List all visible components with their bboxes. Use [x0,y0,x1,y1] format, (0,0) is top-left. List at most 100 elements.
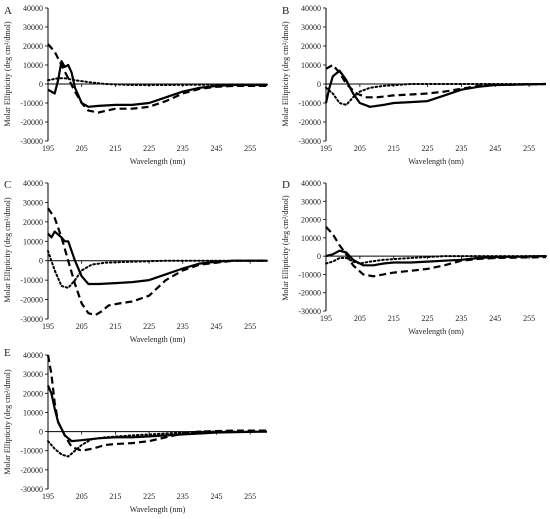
y-tick-label: 0 [39,257,43,266]
y-tick-label: 40000 [301,4,321,13]
x-tick-label: 215 [109,492,121,501]
x-tick-label: 215 [109,322,121,331]
y-tick-label: -20000 [298,118,321,127]
y-tick-label: 0 [317,252,321,261]
y-tick-label: -10000 [20,447,43,456]
series-line-solid [47,60,267,108]
y-tick-label: -20000 [20,296,43,305]
x-tick-label: 195 [42,322,54,331]
x-tick-label: 215 [109,144,121,153]
x-tick-label: 235 [455,314,467,323]
x-tick-label: 205 [354,314,366,323]
y-tick-label: -20000 [298,289,321,298]
y-tick-label: 0 [317,80,321,89]
y-tick-label: -30000 [20,485,43,494]
y-tick-label: 20000 [23,389,43,398]
y-tick-label: 30000 [23,370,43,379]
y-axis-title: Molar Ellipticity (deg cm²/dmol) [281,195,290,301]
x-tick-label: 235 [177,322,189,331]
y-tick-label: -30000 [298,307,321,316]
x-tick-label: 235 [455,144,467,153]
series-line-dotted [47,250,268,289]
x-tick-label: 195 [320,144,332,153]
x-tick-label: 245 [489,144,501,153]
y-tick-label: 20000 [23,42,43,51]
x-tick-label: 225 [143,492,155,501]
y-tick-label: 40000 [301,179,321,188]
y-tick-label: -10000 [20,99,43,108]
series-line-dashed [325,226,547,278]
y-tick-label: 10000 [23,61,43,70]
series-line-dotted [47,77,268,86]
chart-panel-d: D 40000 30000 20000 10000 0 -10000 -20000 -30000… [281,179,547,336]
x-tick-label: 255 [244,144,256,153]
x-tick-label: 205 [76,322,88,331]
x-axis-title: Wavelength (nm) [408,327,464,336]
x-tick-label: 255 [523,314,535,323]
y-tick-label: 40000 [23,179,43,188]
series-line-dotted [47,430,268,458]
x-tick-label: 205 [76,144,88,153]
y-tick-label: 30000 [301,197,321,206]
x-tick-label: 245 [210,144,222,153]
x-tick-label: 225 [422,144,434,153]
series-line-dotted [325,255,547,265]
series-line-dashed [47,207,267,317]
y-tick-label: -10000 [298,270,321,279]
x-tick-label: 225 [143,322,155,331]
y-tick-label: 10000 [301,61,321,70]
chart-panel-c: C 40000 30000 20000 10000 0 -10000 -20000 -30000… [3,179,268,344]
y-axis-title: Molar Ellipticity (deg cm²/dmol) [3,369,12,475]
y-tick-label: 20000 [301,216,321,225]
y-tick-label: 30000 [301,23,321,32]
x-tick-label: 205 [354,144,366,153]
y-tick-label: 0 [39,428,43,437]
series-line-solid [324,69,547,108]
y-tick-label: 10000 [23,237,43,246]
y-tick-label: -10000 [298,99,321,108]
x-axis-title: Wavelength (nm) [408,157,464,166]
y-tick-label: 30000 [23,23,43,32]
x-tick-label: 235 [177,144,189,153]
series-line-dashed [47,43,267,114]
y-tick-label: 0 [39,80,43,89]
y-axis-title: Molar Ellipticity (deg cm²/dmol) [3,197,12,303]
x-tick-label: 255 [523,144,535,153]
y-tick-label: -20000 [20,118,43,127]
panel-label: C [4,179,11,191]
panel-label: B [282,5,289,17]
x-tick-label: 195 [42,492,54,501]
y-tick-label: -10000 [20,276,43,285]
x-axis-title: Wavelength (nm) [130,157,186,166]
chart-panel-e: E 40000 30000 20000 10000 0 -10000 -20000 -30000… [3,347,268,514]
x-tick-label: 215 [388,144,400,153]
y-tick-label: -20000 [20,466,43,475]
panel-label: A [4,5,12,17]
y-tick-label: -30000 [298,137,321,146]
x-axis-title: Wavelength (nm) [130,505,186,514]
series-line-solid [47,230,267,286]
x-tick-label: 195 [320,314,332,323]
y-tick-label: 30000 [23,198,43,207]
x-tick-label: 215 [388,314,400,323]
y-tick-label: 10000 [301,234,321,243]
panel-label: E [4,347,11,359]
y-axis-title: Molar Ellipticity (deg cm²/dmol) [3,21,12,127]
x-tick-label: 255 [244,322,256,331]
panel-label: D [282,179,290,191]
chart-panel-b: B 40000 30000 20000 10000 0 -10000 -20000 -30000… [281,4,547,166]
x-axis-title: Wavelength (nm) [130,335,186,344]
y-tick-label: 20000 [301,42,321,51]
y-tick-label: 40000 [23,351,43,360]
series-line-dotted [325,83,547,106]
y-tick-label: 10000 [23,408,43,417]
series-line-dashed [325,63,547,99]
y-tick-label: 20000 [23,218,43,227]
x-tick-label: 245 [489,314,501,323]
x-tick-label: 205 [76,492,88,501]
y-axis-title: Molar Ellipticity (deg cm²/dmol) [281,21,290,127]
x-tick-label: 225 [422,314,434,323]
series-line-solid [46,385,268,443]
x-tick-label: 245 [210,322,222,331]
